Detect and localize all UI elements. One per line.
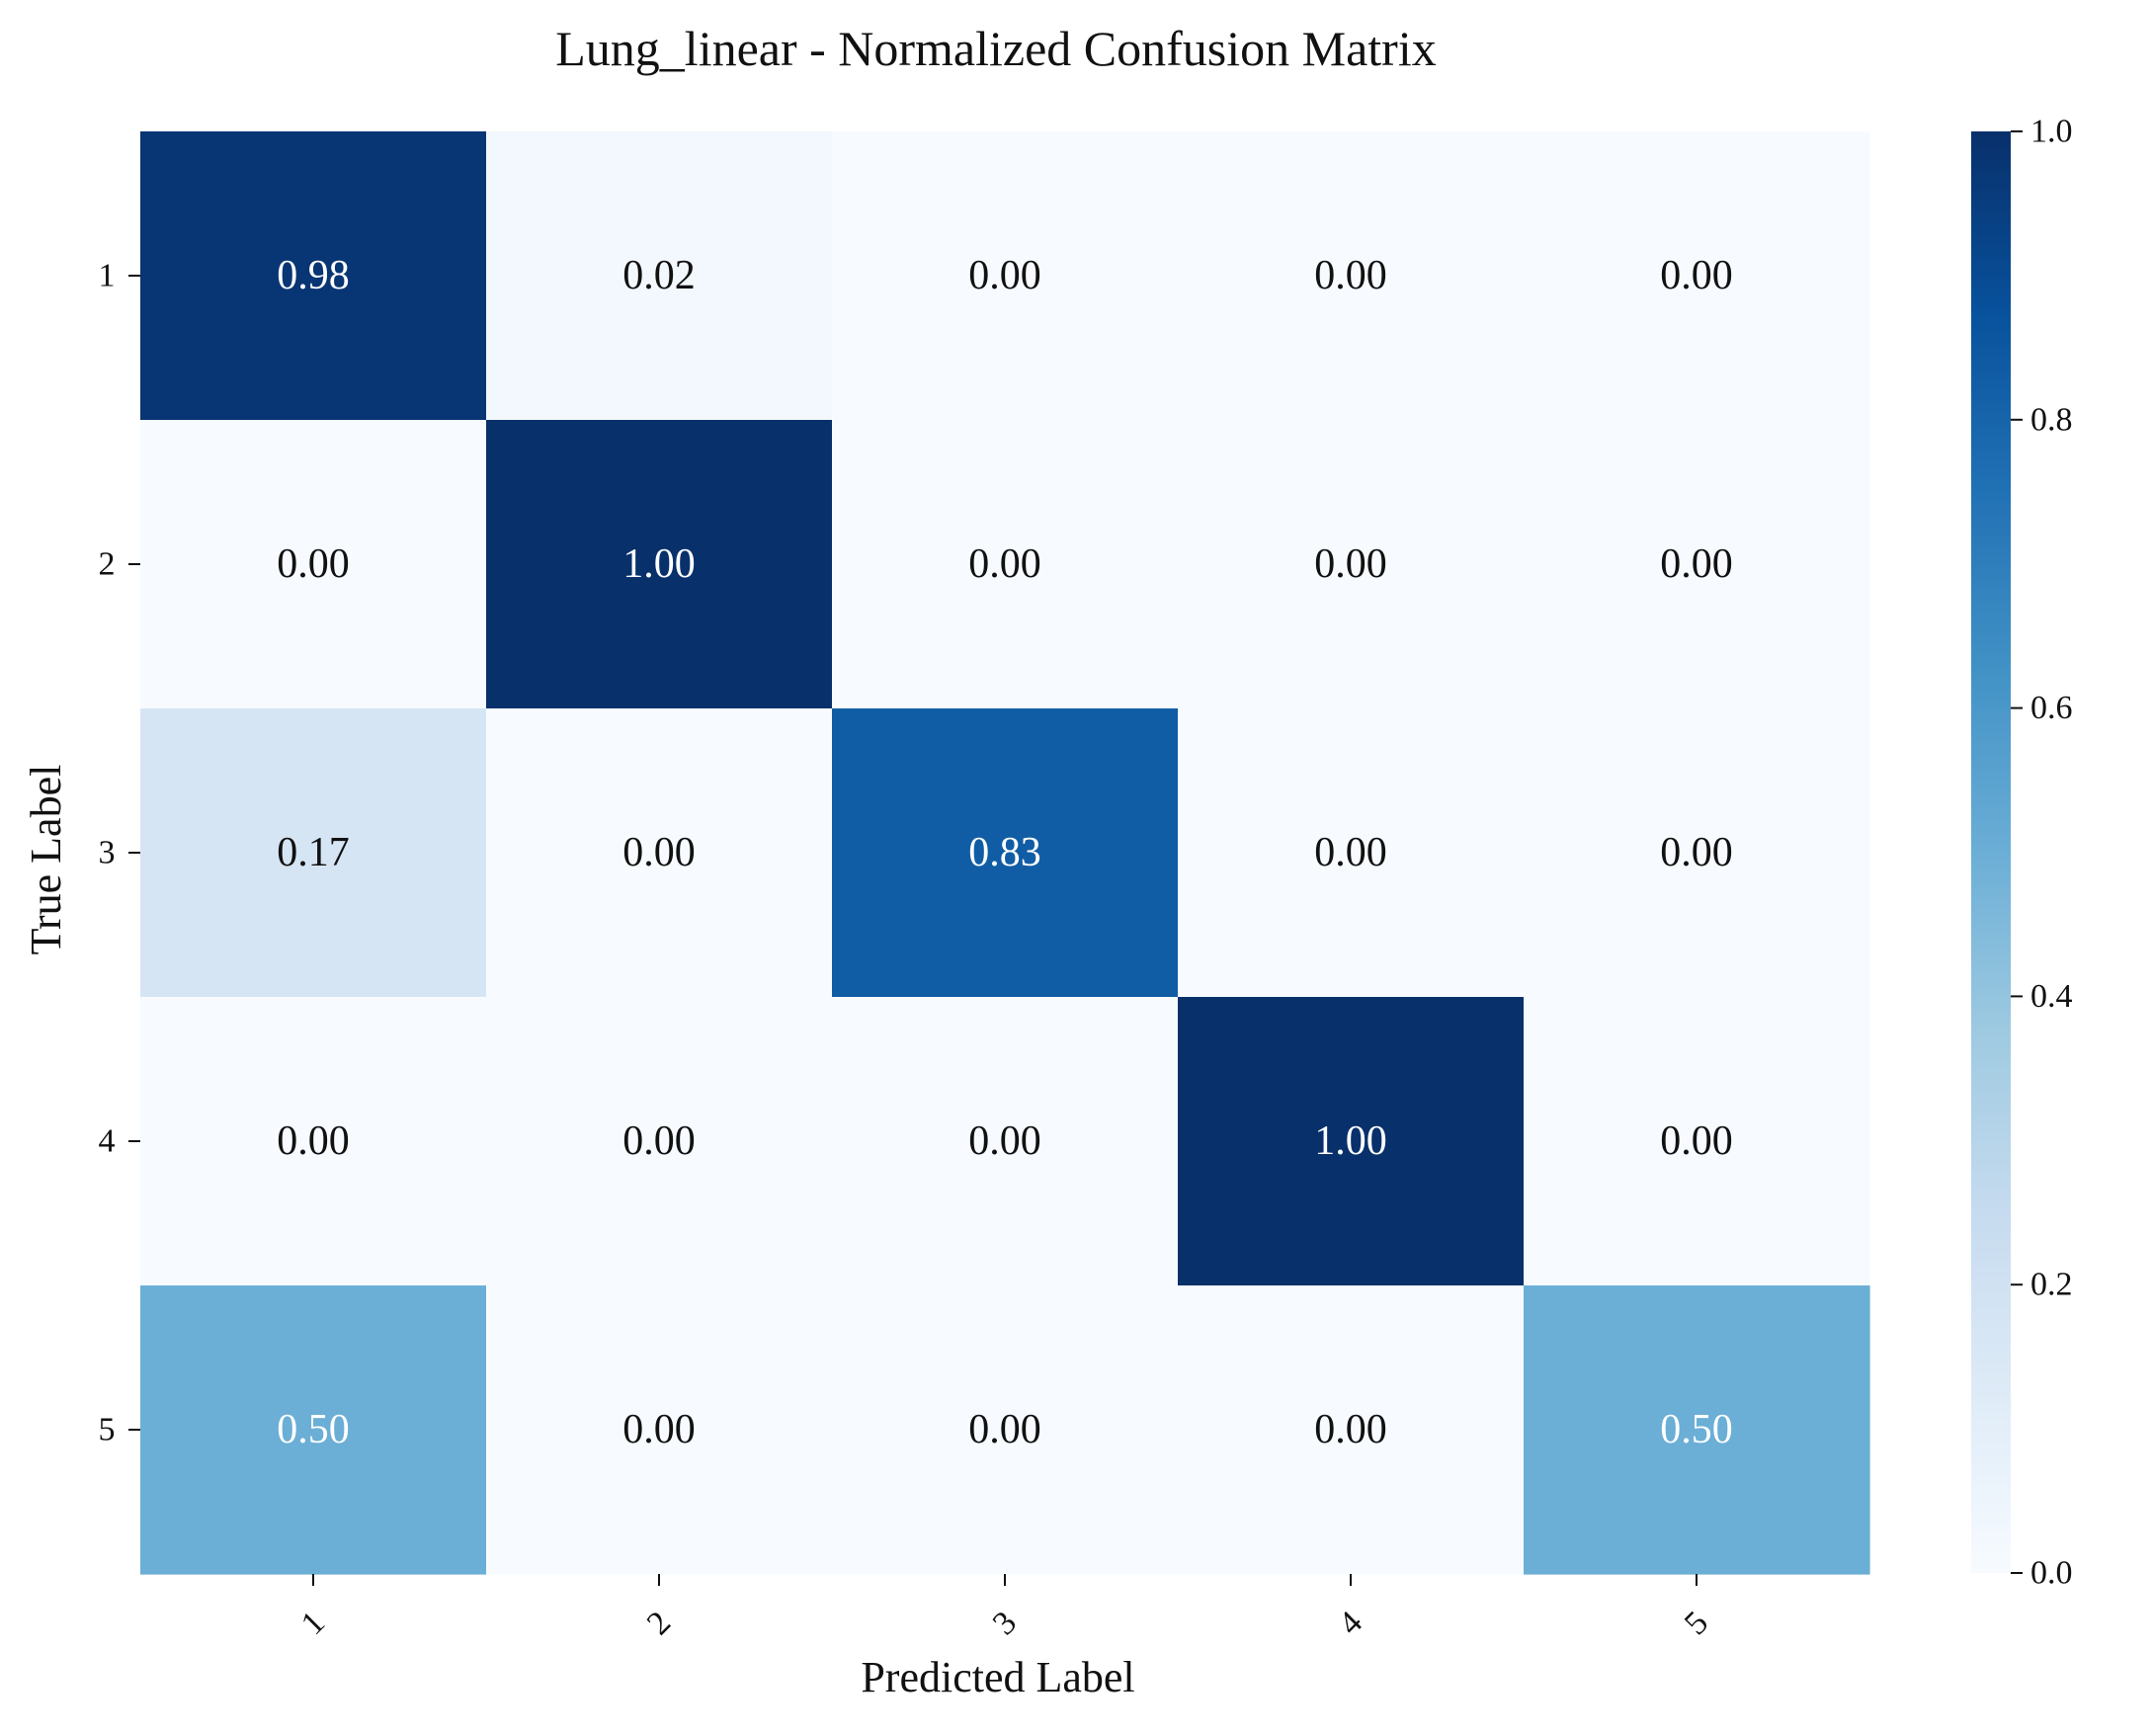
cell-value-r3-c2: 0.00 [622, 830, 696, 875]
heatmap-cell-r2-c5 [1524, 420, 1870, 709]
heatmap-cell-r1-c1 [140, 131, 487, 421]
cell-value-r2-c1: 0.00 [277, 541, 350, 587]
heatmap-cell-r5-c4 [1178, 1285, 1525, 1575]
heatmap-cell-r2-c3 [832, 420, 1179, 709]
heatmap-cells [140, 131, 1870, 1575]
colorbar-tick-label-0.6: 0.6 [2030, 690, 2073, 726]
heatmap-cell-r1-c4 [1178, 131, 1525, 421]
heatmap-cell-r3-c1 [140, 708, 487, 998]
colorbar-tick-label-0.0: 0.0 [2030, 1555, 2073, 1592]
colorbar-tick-label-1.0: 1.0 [2030, 114, 2073, 150]
colorbar-tick-label-0.2: 0.2 [2030, 1267, 2073, 1303]
x-tick-label-4: 4 [1332, 1605, 1369, 1642]
x-tick-label-3: 3 [986, 1605, 1024, 1642]
heatmap-cell-r2-c2 [486, 420, 833, 709]
y-axis-label: True Label [22, 765, 70, 955]
x-axis-ticks: 1 2 3 4 5 [294, 1574, 1715, 1642]
heatmap-cell-r3-c5 [1524, 708, 1870, 998]
heatmap-cell-r5-c3 [832, 1285, 1179, 1575]
heatmap-cell-r1-c3 [832, 131, 1179, 421]
y-tick-label-3: 3 [99, 835, 116, 871]
cell-value-r1-c5: 0.00 [1660, 253, 1733, 298]
y-tick-label-4: 4 [99, 1123, 116, 1160]
cell-value-r5-c4: 0.00 [1314, 1407, 1387, 1452]
y-axis-ticks: 1 2 3 4 5 [99, 258, 140, 1448]
cell-value-r4-c3: 0.00 [968, 1118, 1041, 1164]
heatmap-cell-r2-c4 [1178, 420, 1525, 709]
heatmap-cell-labels: 0.98 0.02 0.00 0.00 0.00 0.00 1.00 0.00 0.00 0.00… [277, 253, 1733, 1452]
heatmap-cell-r4-c4 [1178, 997, 1525, 1286]
colorbar-tick-label-0.8: 0.8 [2030, 401, 2073, 438]
cell-value-r5-c2: 0.00 [622, 1407, 696, 1452]
x-tick-label-2: 2 [640, 1605, 678, 1642]
x-axis-label: Predicted Label [861, 1653, 1134, 1701]
cell-value-r3-c1: 0.17 [277, 830, 350, 875]
cell-value-r5-c1: 0.50 [277, 1407, 350, 1452]
cell-value-r4-c4: 1.00 [1314, 1118, 1387, 1164]
heatmap-cell-r1-c2 [486, 131, 833, 421]
heatmap-cell-r4-c5 [1524, 997, 1870, 1286]
y-tick-label-5: 5 [99, 1412, 116, 1448]
y-tick-label-2: 2 [99, 546, 116, 583]
heatmap-cell-r5-c1 [140, 1285, 487, 1575]
cell-value-r1-c2: 0.02 [622, 253, 696, 298]
heatmap-cell-r3-c4 [1178, 708, 1525, 998]
heatmap-cell-r4-c1 [140, 997, 487, 1286]
heatmap-cell-r3-c3 [832, 708, 1179, 998]
cell-value-r3-c4: 0.00 [1314, 830, 1387, 875]
colorbar-ticks: 0.0 0.2 0.4 0.6 0.8 1.0 [2011, 114, 2073, 1592]
cell-value-r5-c5: 0.50 [1660, 1407, 1733, 1452]
cell-value-r2-c2: 1.00 [622, 541, 696, 587]
y-tick-label-1: 1 [99, 258, 116, 294]
colorbar-tick-label-0.4: 0.4 [2030, 978, 2073, 1015]
cell-value-r2-c3: 0.00 [968, 541, 1041, 587]
cell-value-r2-c4: 0.00 [1314, 541, 1387, 587]
heatmap-cell-r4-c2 [486, 997, 833, 1286]
cell-value-r3-c3: 0.83 [968, 830, 1041, 875]
colorbar [1971, 131, 2011, 1573]
x-tick-label-5: 5 [1678, 1605, 1715, 1642]
cell-value-r4-c5: 0.00 [1660, 1118, 1733, 1164]
cell-value-r2-c5: 0.00 [1660, 541, 1733, 587]
heatmap-cell-r5-c5 [1524, 1285, 1870, 1575]
x-tick-label-1: 1 [294, 1605, 332, 1642]
heatmap-cell-r3-c2 [486, 708, 833, 998]
cell-value-r4-c2: 0.00 [622, 1118, 696, 1164]
heatmap-cell-r5-c2 [486, 1285, 833, 1575]
heatmap-cell-r1-c5 [1524, 131, 1870, 421]
cell-value-r4-c1: 0.00 [277, 1118, 350, 1164]
chart-title: Lung_linear - Normalized Confusion Matri… [555, 21, 1436, 76]
cell-value-r3-c5: 0.00 [1660, 830, 1733, 875]
cell-value-r1-c1: 0.98 [277, 253, 350, 298]
cell-value-r1-c3: 0.00 [968, 253, 1041, 298]
cell-value-r5-c3: 0.00 [968, 1407, 1041, 1452]
cell-value-r1-c4: 0.00 [1314, 253, 1387, 298]
heatmap-cell-r2-c1 [140, 420, 487, 709]
heatmap-cell-r4-c3 [832, 997, 1179, 1286]
